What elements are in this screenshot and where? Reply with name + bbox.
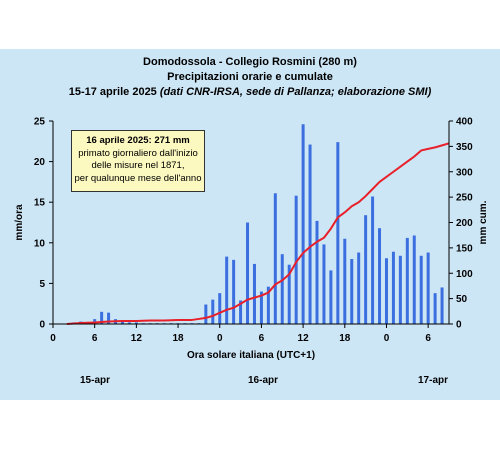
hourly-bar bbox=[280, 254, 284, 324]
annotation-line-2: delle misure nel 1871, bbox=[91, 160, 185, 171]
hourly-bar bbox=[398, 255, 402, 324]
left-axis-title: mm/ora bbox=[14, 204, 25, 241]
hourly-bar bbox=[426, 252, 430, 324]
hourly-bar bbox=[350, 259, 354, 324]
day-label-16-apr: 16-apr bbox=[248, 375, 279, 386]
hourly-bar bbox=[384, 258, 388, 324]
right-tick-label: 100 bbox=[456, 269, 473, 280]
annotation-box: 16 aprile 2025: 271 mm primato giornalie… bbox=[71, 130, 205, 192]
hourly-bar bbox=[405, 237, 409, 324]
hourly-bar bbox=[294, 195, 298, 324]
hourly-bar bbox=[134, 322, 138, 324]
left-tick-label: 15 bbox=[34, 198, 46, 209]
chart-subtitle-dates: 15-17 aprile 2025 bbox=[68, 86, 160, 98]
chart-subtitle-source: (dati CNR-IRSA, sede di Pallanza; elabor… bbox=[159, 86, 432, 98]
left-tick-label: 20 bbox=[34, 157, 46, 168]
right-tick-label: 250 bbox=[456, 193, 473, 204]
hourly-bar bbox=[301, 124, 305, 324]
hourly-bar bbox=[259, 291, 263, 324]
hourly-bar bbox=[120, 321, 124, 324]
hourly-bar bbox=[127, 322, 131, 324]
hourly-bar bbox=[412, 235, 416, 324]
left-tick-label: 5 bbox=[39, 279, 45, 290]
left-tick-label: 0 bbox=[39, 320, 45, 331]
x-tick-label: 0 bbox=[217, 333, 223, 344]
x-tick-label: 18 bbox=[172, 333, 184, 344]
right-tick-label: 0 bbox=[456, 320, 462, 331]
x-tick-label: 6 bbox=[425, 333, 431, 344]
x-tick-label: 6 bbox=[259, 333, 265, 344]
hourly-bar bbox=[225, 256, 229, 324]
hourly-bar bbox=[419, 255, 423, 324]
hourly-bar bbox=[371, 196, 375, 324]
chart-title-line-1: Domodossola - Collegio Rosmini (280 m) bbox=[143, 56, 357, 68]
hourly-bar bbox=[287, 264, 291, 324]
right-axis-title: mm cum. bbox=[478, 200, 489, 244]
right-tick-label: 150 bbox=[456, 243, 473, 254]
hourly-bar bbox=[440, 287, 444, 324]
hourly-bar bbox=[315, 220, 319, 324]
x-tick-label: 12 bbox=[298, 333, 310, 344]
day-label-15-apr: 15-apr bbox=[80, 375, 111, 386]
x-tick-label: 18 bbox=[339, 333, 351, 344]
hourly-bar bbox=[218, 293, 222, 324]
hourly-bar bbox=[107, 312, 111, 324]
hourly-bar bbox=[232, 259, 236, 324]
hourly-bar bbox=[239, 300, 243, 324]
hourly-bar bbox=[308, 144, 312, 324]
right-tick-label: 400 bbox=[456, 117, 473, 128]
chart-subtitle: 15-17 aprile 2025 (dati CNR-IRSA, sede d… bbox=[0, 86, 500, 98]
hourly-bar bbox=[266, 286, 270, 324]
hourly-bar bbox=[343, 238, 347, 324]
annotation-line-1: primato giornaliero dall'inizio bbox=[78, 147, 198, 159]
hourly-bar bbox=[357, 252, 361, 324]
right-tick-label: 200 bbox=[456, 218, 473, 229]
hourly-bar bbox=[364, 215, 368, 324]
hourly-bar bbox=[433, 293, 437, 324]
hourly-bar bbox=[329, 270, 333, 324]
right-tick-label: 300 bbox=[456, 167, 473, 178]
right-tick-label: 350 bbox=[456, 142, 473, 153]
hourly-bar bbox=[252, 263, 256, 324]
chart-title-line-2: Precipitazioni orarie e cumulate bbox=[167, 71, 333, 83]
day-label-17-apr: 17-apr bbox=[418, 375, 449, 386]
annotation-line-3: per qualunque mese dell'anno bbox=[74, 172, 202, 184]
x-tick-label: 0 bbox=[50, 333, 56, 344]
hourly-bar bbox=[100, 311, 104, 324]
chart-panel bbox=[0, 49, 500, 400]
hourly-bar bbox=[204, 304, 208, 324]
hourly-bar bbox=[211, 299, 215, 324]
x-tick-label: 0 bbox=[384, 333, 390, 344]
hourly-bar bbox=[246, 222, 250, 324]
hourly-bar bbox=[378, 228, 382, 324]
hourly-bar bbox=[273, 193, 277, 324]
left-tick-label: 10 bbox=[34, 238, 46, 249]
right-tick-label: 50 bbox=[456, 294, 468, 305]
x-axis-title: Ora solare italiana (UTC+1) bbox=[187, 350, 315, 361]
x-tick-label: 6 bbox=[92, 333, 98, 344]
hourly-bar bbox=[322, 244, 326, 324]
annotation-headline: 16 aprile 2025: 271 mm bbox=[86, 135, 190, 146]
left-tick-label: 25 bbox=[34, 117, 46, 128]
x-tick-label: 12 bbox=[131, 333, 143, 344]
cumulative-line bbox=[66, 142, 450, 325]
hourly-bar bbox=[391, 251, 395, 324]
hourly-bar bbox=[336, 142, 340, 324]
